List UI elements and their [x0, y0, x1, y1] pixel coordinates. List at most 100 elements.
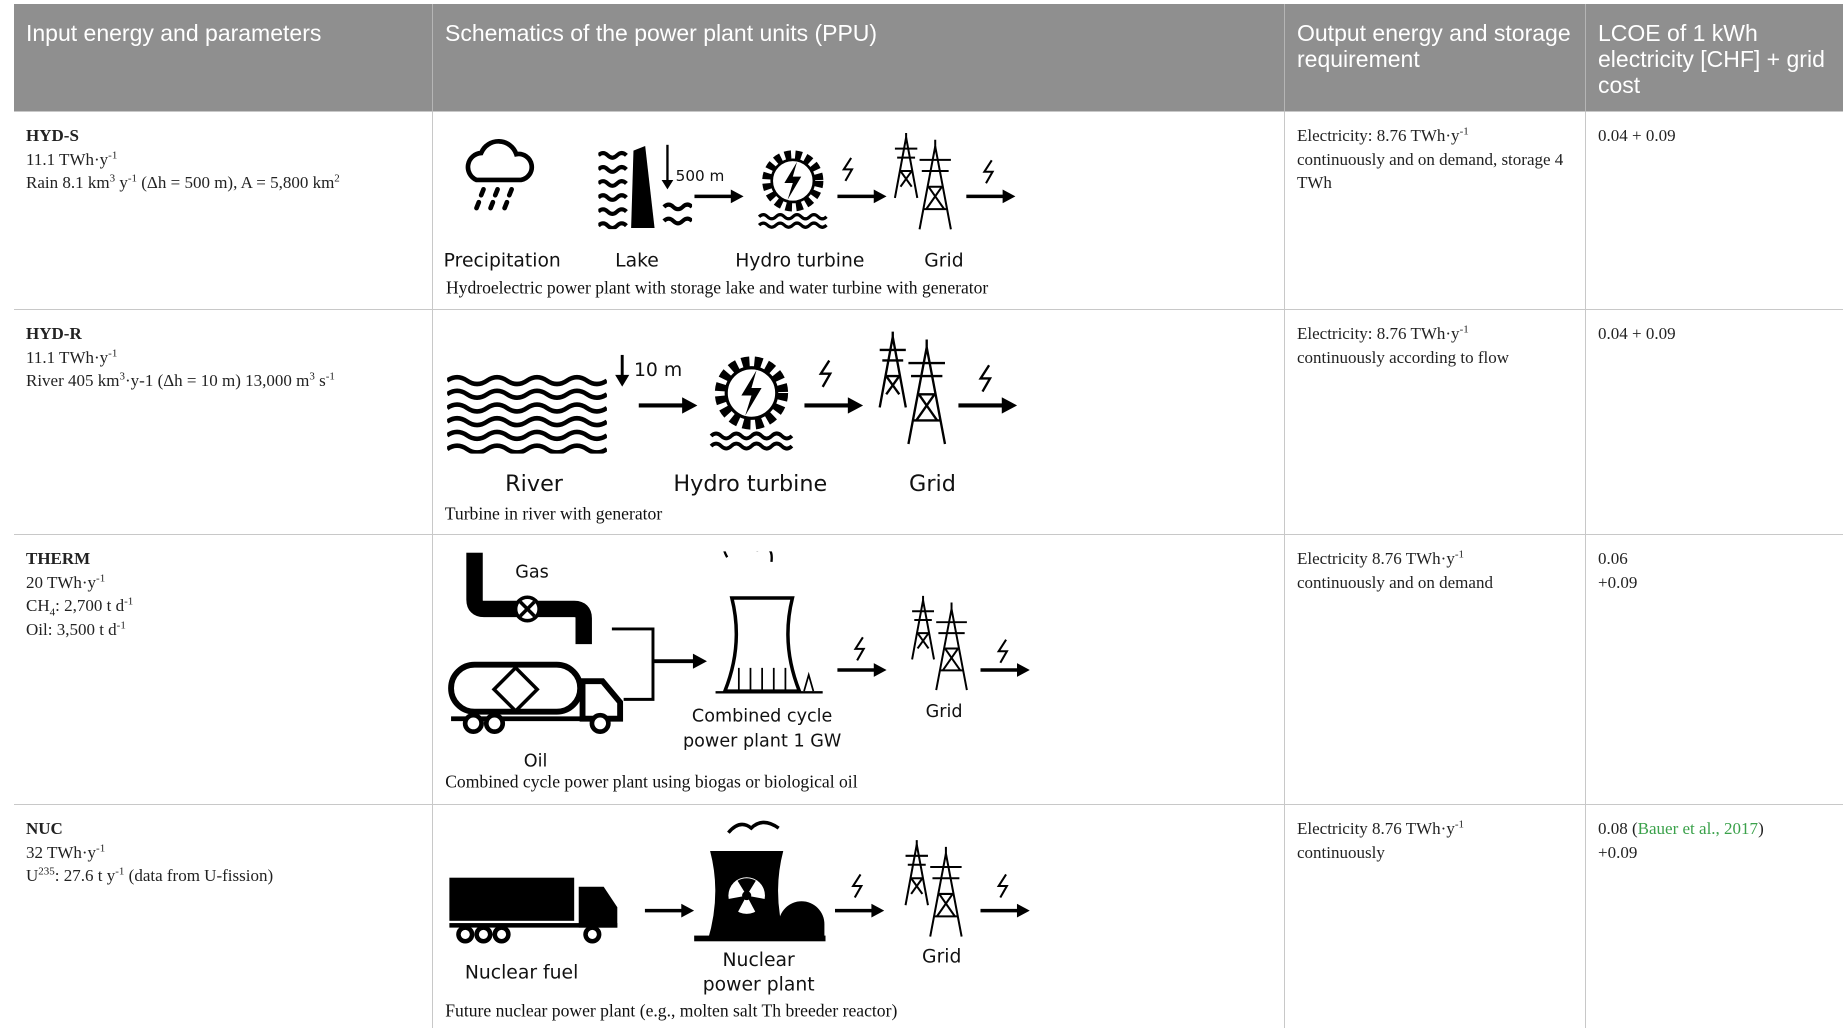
drop-label: 10 m — [634, 360, 682, 381]
bolt-icon — [819, 359, 832, 389]
text-run: +0.09 — [1598, 572, 1638, 592]
text-line: 32 TWh·y-1 — [26, 841, 420, 865]
input-text: 20 TWh·y-1 CH4: 2,700 t d-1 Oil: 3,500 t d… — [26, 571, 420, 642]
schematic: 10 m River Hydro turbine Grid Turbine in… — [445, 330, 1285, 523]
text-run: Rain 8.1 km — [26, 173, 110, 192]
bolt-icon — [997, 638, 1008, 664]
cooling-tower-icon — [713, 551, 825, 695]
text-line: Oil: 3,500 t d-1 — [26, 618, 420, 642]
schematic-caption: Hydroelectric power plant with storage l… — [446, 278, 988, 298]
schematic-label: Gas — [515, 562, 549, 582]
text-line: +0.09 — [1598, 571, 1831, 595]
lcoe-text: 0.04 + 0.09 — [1598, 124, 1831, 148]
text-run: 11.1 TWh·y — [26, 347, 109, 367]
schematic-label: power plant — [703, 974, 815, 995]
text-line: 0.04 + 0.09 — [1598, 322, 1831, 346]
text-run: 20 TWh·y — [26, 572, 97, 592]
turbine-icon — [711, 361, 792, 448]
text-run: Electricity: 8.76 TWh·y — [1297, 324, 1460, 343]
text-run: continuously and on demand — [1297, 572, 1493, 592]
bolt-icon — [854, 636, 865, 662]
text-run: continuously — [1297, 842, 1385, 862]
schematic-label: Hydro turbine — [673, 471, 827, 497]
text-run: -1 — [116, 618, 126, 631]
schematic-label: Grid — [924, 251, 963, 272]
schematic: 500 m Precipitation Lake Hydro turbine G… — [444, 131, 1016, 298]
text-run: -1 — [108, 148, 118, 161]
text-line: 11.1 TWh·y-1 — [26, 346, 420, 370]
input-cell: THERM 20 TWh·y-1 CH4: 2,700 t d-1 Oil: 3,50… — [14, 535, 433, 805]
text-line: continuously and on demand — [1297, 571, 1573, 595]
arrow-icon — [837, 189, 887, 204]
bolt-icon — [983, 159, 994, 185]
text-run: Electricity 8.76 TWh·y — [1297, 549, 1455, 568]
lcoe-cell: 0.04 + 0.09 — [1586, 310, 1843, 535]
tower-icon — [878, 330, 947, 446]
ppu-name: HYD-S — [26, 126, 79, 145]
output-cell: Electricity 8.76 TWh·y-1 continuously — [1285, 805, 1586, 1028]
header-cell: Input energy and parameters — [14, 4, 433, 112]
text-line: River 405 km3·y-1 (Δh = 10 m) 13,000 m3 … — [26, 369, 420, 393]
schematic-label: Oil — [524, 751, 548, 771]
schematic-label: Nuclear fuel — [465, 963, 578, 984]
text-line: 11.1 TWh·y-1 — [26, 148, 420, 172]
ppu-name: THERM — [26, 549, 91, 568]
text-run: ) — [1758, 819, 1764, 838]
text-run: y — [115, 173, 128, 192]
lcoe-text: 0.04 + 0.09 — [1598, 322, 1831, 346]
text-run: +0.09 — [1598, 842, 1638, 862]
lcoe-text: 0.06 +0.09 — [1598, 547, 1831, 594]
schematic: Nuclear fuel Nuclear power plant Grid Fu… — [445, 820, 1030, 1020]
input-text: 32 TWh·y-1 U235: 27.6 t y-1 (data from U-… — [26, 841, 420, 888]
text-run: 3 — [309, 370, 315, 383]
text-run: -1 — [108, 346, 118, 359]
citation-link[interactable]: Bauer et al., 2017 — [1637, 819, 1759, 838]
arrow-icon — [980, 903, 1030, 918]
text-line: Electricity 8.76 TWh·y-1 — [1297, 817, 1573, 841]
text-line: 0.06 — [1598, 547, 1831, 571]
input-text: 11.1 TWh·y-1 Rain 8.1 km3 y-1 (Δh = 500 m… — [26, 148, 420, 195]
text-run: -1 — [1459, 323, 1469, 336]
arrow-icon — [644, 903, 695, 918]
arrow-icon — [958, 397, 1017, 413]
text-run: -1 — [115, 865, 125, 878]
text-line: CH4: 2,700 t d-1 — [26, 594, 420, 618]
header-cell: Schematics of the power plant units (PPU… — [433, 4, 1285, 112]
schematic-label: Nuclear — [723, 950, 796, 971]
schematic-cell: 500 m Precipitation Lake Hydro turbine G… — [433, 112, 1285, 310]
arrow-icon — [639, 397, 698, 413]
output-text: Electricity 8.76 TWh·y-1 continuously and… — [1297, 547, 1573, 594]
schematic: Gas Oil Combined cycle power plant 1 GW … — [445, 551, 1030, 791]
text-line: +0.09 — [1598, 841, 1831, 865]
schematic-cell: Nuclear fuel Nuclear power plant Grid Fu… — [433, 805, 1285, 1028]
text-line: 20 TWh·y-1 — [26, 571, 420, 595]
arrow-icon — [837, 662, 887, 678]
text-run: Electricity: 8.76 TWh·y — [1297, 126, 1460, 145]
input-cell: NUC 32 TWh·y-1 U235: 27.6 t y-1 (data from… — [14, 805, 433, 1028]
text-run: -1 — [127, 172, 138, 185]
schematic-label: River — [505, 471, 564, 497]
arrow-icon — [966, 189, 1016, 204]
text-run: 2 — [334, 172, 340, 185]
text-line: Rain 8.1 km3 y-1 (Δh = 500 m), A = 5,800… — [26, 171, 420, 195]
text-run: -1 — [1454, 548, 1465, 561]
drop-label: 500 m — [676, 167, 725, 185]
tower-icon — [893, 131, 952, 231]
tanker-icon — [451, 665, 620, 732]
nuclear-plant-icon — [694, 820, 826, 943]
output-cell: Electricity: 8.76 TWh·y-1 continuously an… — [1285, 112, 1586, 310]
text-run: continuously and on demand, storage 4 TW… — [1297, 149, 1564, 193]
drop-head — [615, 374, 630, 387]
arrow-icon — [652, 653, 707, 669]
text-run: -1 — [96, 841, 106, 854]
text-run: Electricity 8.76 TWh·y — [1297, 819, 1455, 838]
text-run: : 27.6 t y — [54, 866, 116, 885]
lcoe-text: 0.08 (Bauer et al., 2017) +0.09 — [1598, 817, 1831, 864]
input-text: 11.1 TWh·y-1 River 405 km3·y-1 (Δh = 10 m… — [26, 346, 420, 393]
cloud-icon — [468, 141, 532, 208]
text-run: Oil: 3,500 t d — [26, 619, 117, 639]
tower-icon — [911, 594, 968, 692]
text-run: 235 — [38, 865, 55, 878]
text-line: Electricity 8.76 TWh·y-1 — [1297, 547, 1573, 571]
text-run: 32 TWh·y — [26, 842, 97, 862]
